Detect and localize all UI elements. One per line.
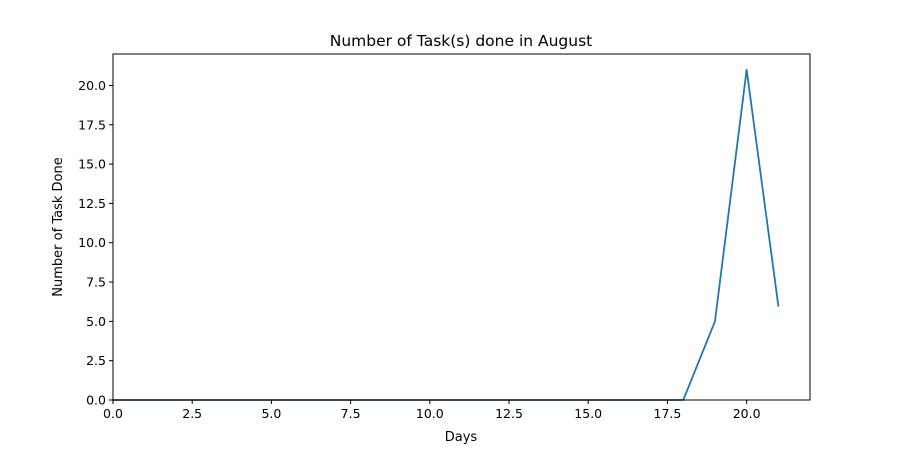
y-tick-label: 0.0 <box>86 393 106 408</box>
y-axis: 0.0 2.5 5.0 7.5 10.0 12.5 15.0 17.5 20.0 <box>78 78 113 408</box>
x-tick-label: 5.0 <box>261 406 281 421</box>
x-axis: 0.0 2.5 5.0 7.5 10.0 12.5 15.0 17.5 20.0 <box>103 400 761 421</box>
x-axis-label: Days <box>445 430 478 445</box>
x-tick-label: 15.0 <box>574 406 602 421</box>
x-tick-label: 17.5 <box>654 406 682 421</box>
plot-area <box>112 68 780 401</box>
x-tick-label: 7.5 <box>341 406 361 421</box>
x-tick-label: 2.5 <box>182 406 202 421</box>
x-tick-label: 10.0 <box>416 406 444 421</box>
y-tick-label: 20.0 <box>78 78 106 93</box>
y-tick-label: 10.0 <box>78 235 106 250</box>
x-tick-label: 0.0 <box>103 406 123 421</box>
y-tick-label: 5.0 <box>86 314 106 329</box>
y-tick-label: 2.5 <box>86 353 106 368</box>
y-tick-label: 12.5 <box>78 196 106 211</box>
x-tick-label: 12.5 <box>495 406 523 421</box>
y-axis-label: Number of Task Done <box>51 157 66 296</box>
series-line <box>112 68 780 401</box>
chart-title: Number of Task(s) done in August <box>330 32 593 50</box>
y-tick-label: 7.5 <box>86 275 106 290</box>
y-tick-label: 17.5 <box>78 117 106 132</box>
y-tick-label: 15.0 <box>78 157 106 172</box>
x-tick-label: 20.0 <box>733 406 761 421</box>
plot-frame <box>112 53 811 401</box>
